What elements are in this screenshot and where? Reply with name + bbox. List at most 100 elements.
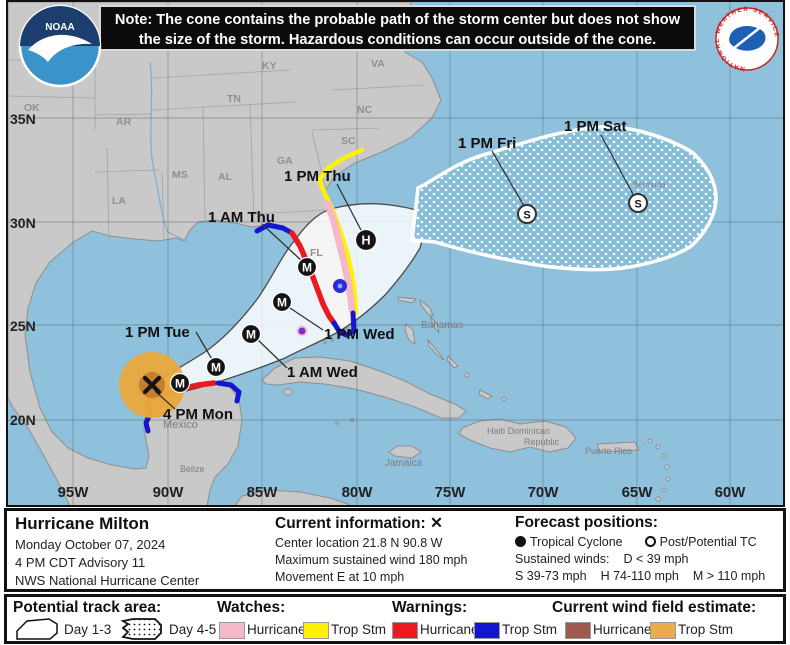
wind-category-m: M > 110 mph xyxy=(692,569,766,583)
leader-lines xyxy=(154,134,635,410)
day1-3-cone-icon xyxy=(16,618,58,640)
track-markers: M M M M M xyxy=(169,193,648,394)
storm-info-panel: Hurricane Milton Monday October 07, 2024… xyxy=(4,508,786,592)
state-label: TN xyxy=(227,93,241,105)
state-label: GA xyxy=(277,155,293,167)
puerto-rico-island xyxy=(596,441,640,453)
svg-text:S: S xyxy=(523,210,530,222)
hurricane-warning-swatch xyxy=(392,622,418,639)
lon-label: 60W xyxy=(715,484,747,501)
storm-identity-column: Hurricane Milton Monday October 07, 2024… xyxy=(15,514,199,588)
time-label-1am-thu: 1 AM Thu xyxy=(208,209,275,226)
place-label-belize: Belize xyxy=(180,464,205,474)
lon-label: 90W xyxy=(153,484,185,501)
cone-day4-5 xyxy=(410,125,718,272)
lon-label: 65W xyxy=(622,484,654,501)
map-border xyxy=(6,0,785,507)
post-potential-tc-label: Post/Potential TC xyxy=(659,535,757,549)
landmasses xyxy=(8,2,671,505)
state-label: LA xyxy=(112,195,126,207)
tropstorm-watch-label: Trop Stm xyxy=(331,622,387,637)
lon-label: 80W xyxy=(342,484,374,501)
nws-logo: NATIONAL WEATHER SERVICE xyxy=(714,6,780,72)
forecast-positions-title: Forecast positions: xyxy=(515,514,658,531)
blue-tropstorm-warning-panhandle xyxy=(254,222,295,236)
mississippi-river xyxy=(149,61,187,242)
lon-label: 75W xyxy=(435,484,467,501)
cone-disclaimer-note: Note: The cone contains the probable pat… xyxy=(99,5,696,51)
potential-track-area-title: Potential track area: xyxy=(13,599,162,616)
place-labels: Mexico Belize Jamaica Haiti Dominican Re… xyxy=(163,180,666,474)
cuba xyxy=(261,356,467,419)
svg-text:M: M xyxy=(302,261,312,275)
time-label-1pm-tue: 1 PM Tue xyxy=(125,324,190,341)
tropical-cyclone-dot-icon xyxy=(515,536,526,547)
state-label: OK xyxy=(24,102,40,114)
day4-5-cone-icon xyxy=(120,618,162,640)
state-label: NC xyxy=(357,104,373,116)
time-label-1pm-sat: 1 PM Sat xyxy=(564,118,627,135)
movement: Movement E at 10 mph xyxy=(275,570,405,584)
place-label-puerto-rico: Puerto Rico xyxy=(585,446,632,456)
marker-M-1am-tue: M xyxy=(169,372,191,394)
marker-M-1am-wed: M xyxy=(240,323,262,345)
hurricane-watch-label: Hurricane xyxy=(247,622,306,637)
jamaica-island xyxy=(388,445,422,459)
place-label-bermuda: Bermuda xyxy=(633,180,666,189)
windfield-tropstorm-swatch xyxy=(650,622,676,639)
place-label-bahamas: Bahamas xyxy=(421,320,463,331)
honduras xyxy=(235,489,351,505)
wind-category-s: S 39-73 mph xyxy=(515,569,587,583)
marker-M-1pm-wed: M xyxy=(271,291,293,313)
wind-category-h: H 74-110 mph xyxy=(600,569,679,583)
pink-hurricane-watch-line xyxy=(324,200,356,314)
map-legend-panel: Potential track area: Day 1-3 Day 4-5 Wa… xyxy=(4,594,786,644)
note-line-2: the size of the storm. Hazardous conditi… xyxy=(138,32,657,48)
tropstorm-warning-swatch xyxy=(474,622,500,639)
lon-label: 70W xyxy=(528,484,560,501)
place-label-haiti-dr: Haiti Dominican xyxy=(487,426,550,436)
forecast-positions-column: Forecast positions: Tropical Cyclone Post… xyxy=(515,514,765,583)
svg-text:M: M xyxy=(175,377,185,391)
time-label-4pm-mon: 4 PM Mon xyxy=(163,406,233,423)
windfield-hurricane-swatch xyxy=(565,622,591,639)
place-label-mexico: Mexico xyxy=(163,419,198,431)
state-label: AR xyxy=(116,116,132,128)
note-line-1: Note: The cone contains the probable pat… xyxy=(114,12,681,28)
marker-S-1pm-sat: S xyxy=(628,193,648,213)
max-sustained-wind: Maximum sustained wind 180 mph xyxy=(275,553,468,567)
lat-label: 20N xyxy=(10,412,36,428)
noaa-logo-text: NOAA xyxy=(45,22,74,33)
hispaniola xyxy=(458,418,577,453)
time-label-1am-wed: 1 AM Wed xyxy=(287,364,358,381)
forecast-time-labels: 4 PM Mon 1 PM Tue 1 AM Wed 1 PM Wed 1 AM… xyxy=(125,118,627,423)
sustained-winds-label: Sustained winds: xyxy=(515,552,610,566)
current-position-x-icon xyxy=(142,375,162,395)
windfield-title: Current wind field estimate: xyxy=(552,599,757,616)
windfield-hurricane-label: Hurricane xyxy=(593,622,652,637)
blue-tropstorm-warning-south-florida xyxy=(331,310,357,338)
time-label-1pm-thu: 1 PM Thu xyxy=(284,168,351,185)
current-info-title: Current information: xyxy=(275,515,426,532)
lat-label: 35N xyxy=(10,111,36,127)
tropstorm-warning-label: Trop Stm xyxy=(502,622,558,637)
state-label: FL xyxy=(310,247,323,259)
wind-category-d: D < 39 mph xyxy=(623,552,689,566)
marker-H-1pm-thu: H xyxy=(354,228,378,252)
post-potential-tc-ring-icon xyxy=(644,536,656,547)
forecast-map: M M M M M xyxy=(6,0,785,507)
time-label-1pm-wed: 1 PM Wed xyxy=(324,326,395,343)
storm-name: Hurricane Milton xyxy=(15,514,150,533)
hurricane-x-icon: ✕ xyxy=(430,515,443,532)
watches-title: Watches: xyxy=(217,599,286,616)
tropstorm-watch-swatch xyxy=(303,622,329,639)
svg-text:M: M xyxy=(211,361,221,375)
svg-text:H: H xyxy=(361,234,370,248)
state-label: AL xyxy=(218,171,233,183)
advisory-date: Monday October 07, 2024 xyxy=(15,537,166,552)
state-label: VA xyxy=(371,58,385,70)
issuing-agency: NWS National Hurricane Center xyxy=(15,573,200,588)
lat-label: 30N xyxy=(10,215,36,231)
longitude-labels: 95W 90W 85W 80W 75W 70W 65W 60W xyxy=(58,484,747,501)
